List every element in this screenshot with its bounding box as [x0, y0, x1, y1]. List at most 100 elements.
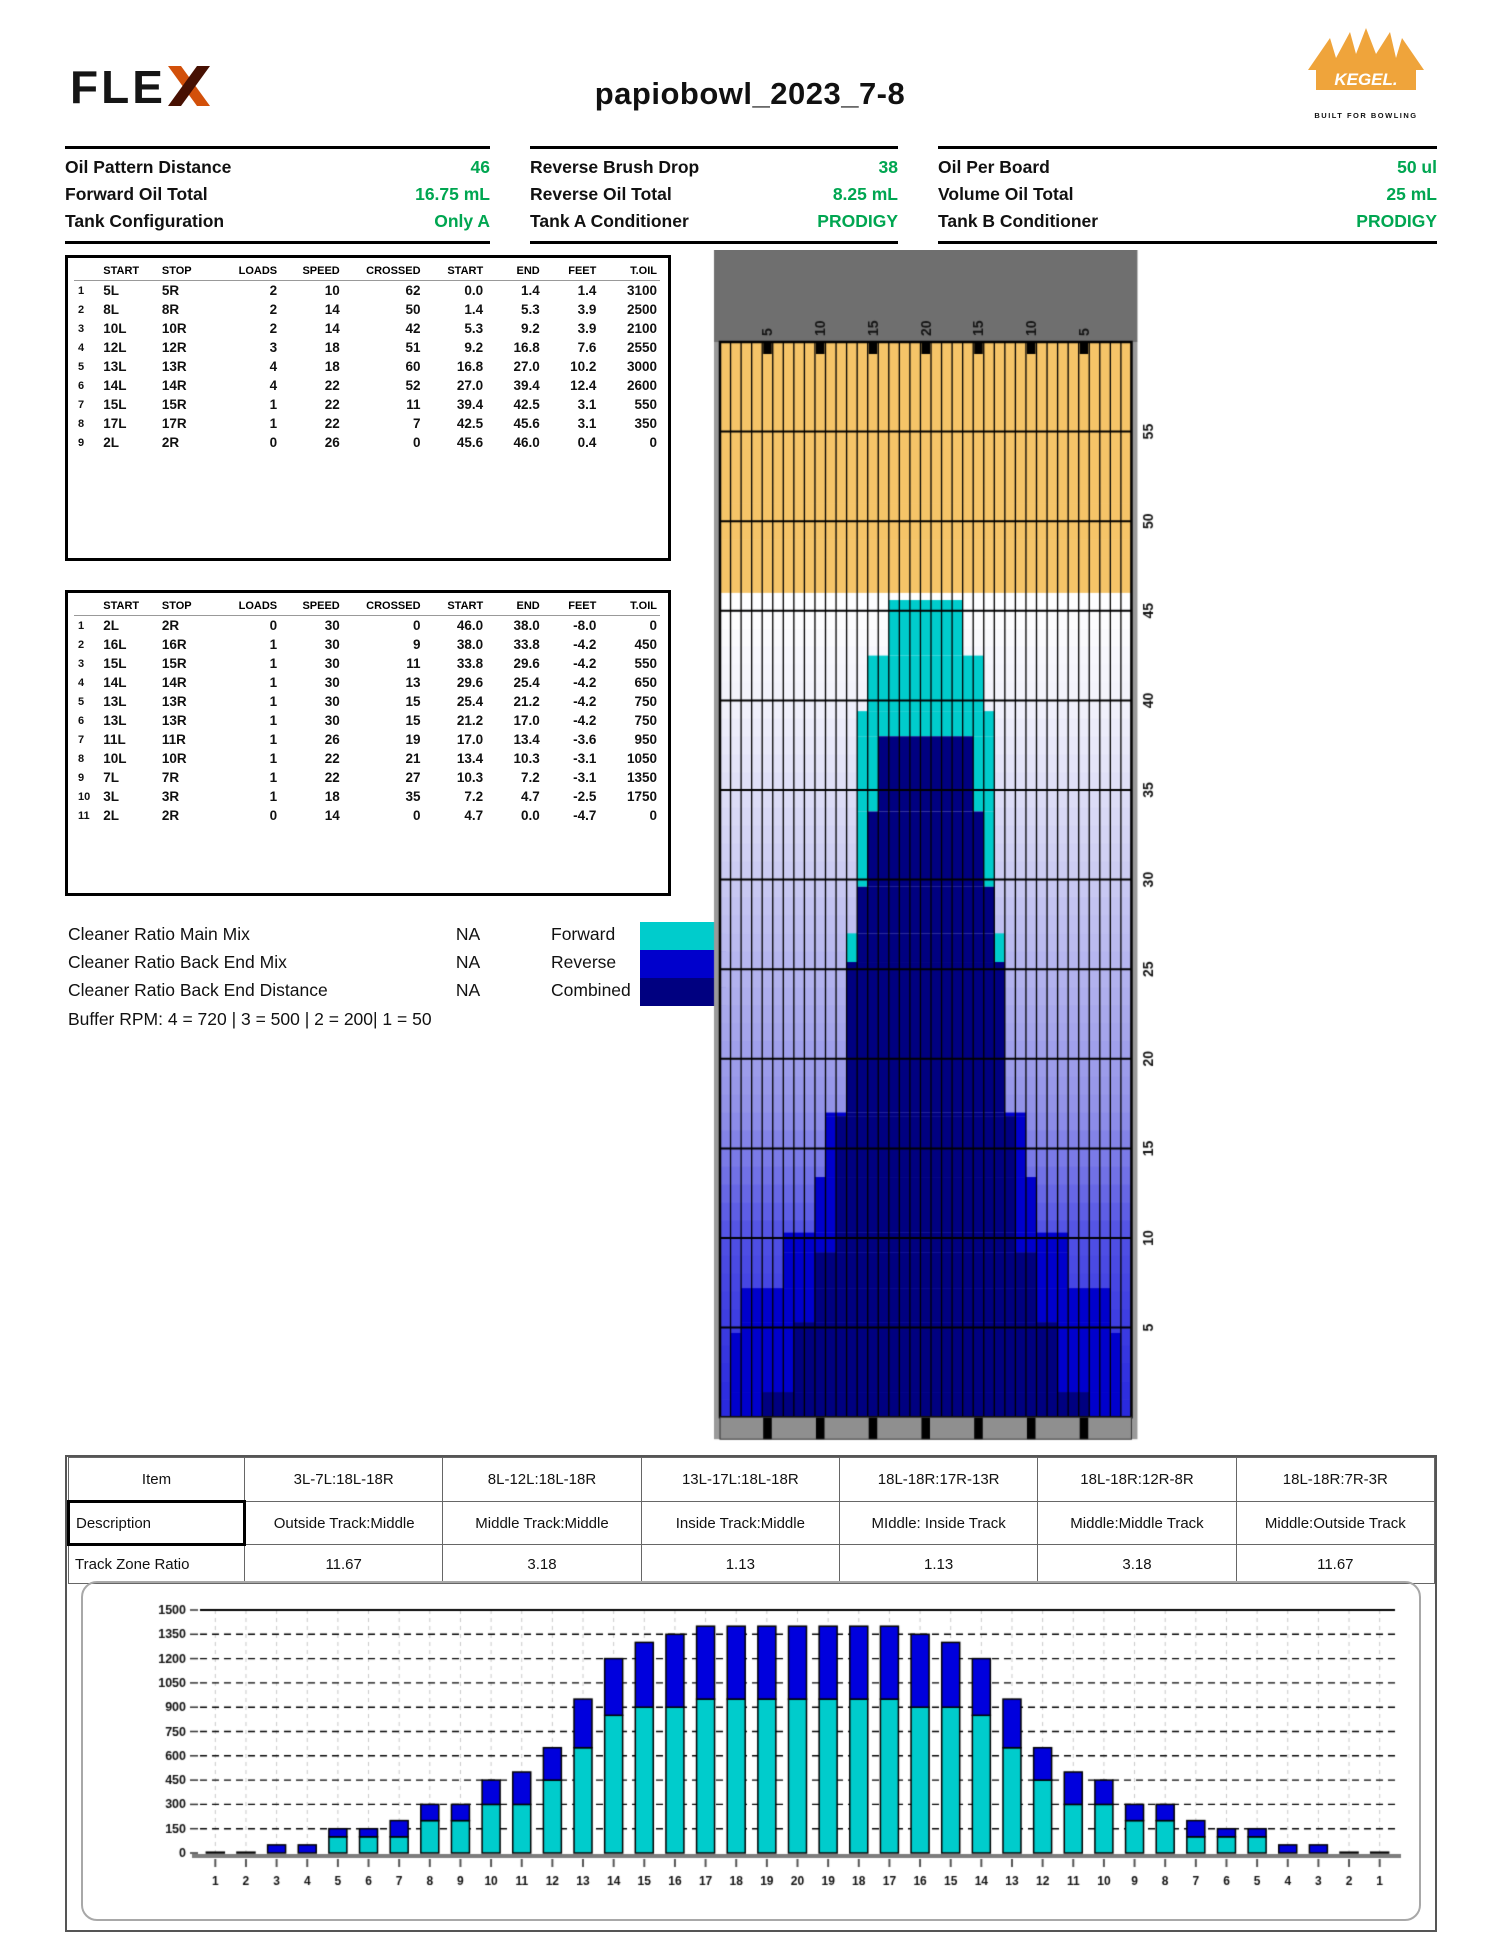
table-cell: 6 — [78, 714, 85, 727]
table-cell: 1 — [269, 789, 278, 804]
table-cell: 0 — [649, 808, 657, 823]
reverse-pass-table: START STOP LOADS SPEED CROSSED START END FEET T.… — [74, 599, 660, 825]
table-cell: 25.4 — [456, 694, 484, 709]
info-row: Tank B Conditioner PRODIGY — [938, 208, 1437, 235]
table-cell: 7R — [161, 770, 180, 785]
table-cell: 51 — [405, 340, 421, 355]
item-row: Item 3L-7L:18L-18R 8L-12L:18L-18R 13L-17L:1… — [68, 1457, 1436, 1502]
table-cell: 8R — [161, 302, 180, 317]
info-value: 50 ul — [1397, 157, 1437, 177]
info-row: Reverse Brush Drop 38 — [530, 154, 898, 181]
table-row: 3 15L 15R 1 30 11 33.8 29.6 -4.2 550 — [74, 654, 660, 673]
table-cell: 3 — [78, 657, 85, 670]
cleaner-label: Cleaner Ratio Main Mix — [68, 923, 250, 944]
table-cell: 8 — [78, 417, 85, 430]
table-cell: -3.1 — [573, 770, 597, 785]
description-cell: Middle Track:Middle — [442, 1501, 642, 1545]
table-cell: 30 — [324, 694, 340, 709]
table-cell: 1750 — [626, 789, 657, 804]
table-cell: 5.3 — [520, 302, 540, 317]
table-cell: 10 — [78, 790, 91, 803]
table-cell: 5.3 — [464, 321, 484, 336]
table-cell: 2 — [269, 283, 278, 298]
table-cell: 7 — [78, 733, 85, 746]
table-cell: 16R — [161, 637, 187, 652]
table-row: 1 5L 5R 2 10 62 0.0 1.4 1.4 3100 — [74, 281, 660, 301]
table-cell: 42.5 — [456, 416, 484, 431]
table-cell: 60 — [405, 359, 421, 374]
table-cell: 18 — [324, 789, 340, 804]
table-row: 8 17L 17R 1 22 7 42.5 45.6 3.1 350 — [74, 414, 660, 433]
table-cell: 13.4 — [513, 732, 540, 747]
table-cell: 0 — [269, 808, 278, 823]
table-cell: 11 — [78, 809, 90, 822]
info-value: 46 — [470, 157, 490, 177]
column-header: SPEED — [280, 599, 343, 616]
table-cell: 10.3 — [513, 751, 540, 766]
table-row: 2 16L 16R 1 30 9 38.0 33.8 -4.2 450 — [74, 635, 660, 654]
info-value: 16.75 mL — [415, 184, 490, 204]
info-row: Forward Oil Total 16.75 mL — [65, 181, 490, 208]
table-cell: 1 — [269, 656, 278, 671]
table-cell: 1 — [269, 713, 278, 728]
table-cell: 2 — [269, 302, 278, 317]
table-cell: 42 — [405, 321, 421, 336]
table-cell: 3000 — [626, 359, 657, 374]
column-header: SPEED — [280, 264, 343, 281]
table-cell: 7 — [413, 416, 421, 431]
table-cell: 4 — [269, 378, 278, 393]
info-row: Volume Oil Total 25 mL — [938, 181, 1437, 208]
table-row: 7 15L 15R 1 22 11 39.4 42.5 3.1 550 — [74, 395, 660, 414]
table-cell: 10 — [324, 283, 340, 298]
ratio-cell: 11.67 — [243, 1544, 444, 1584]
table-cell: 15R — [161, 397, 187, 412]
table-cell: 3.1 — [577, 416, 597, 431]
table-cell: 950 — [634, 732, 657, 747]
table-cell: 62 — [405, 283, 421, 298]
info-row: Oil Pattern Distance 46 — [65, 154, 490, 181]
table-cell: 12.4 — [570, 378, 597, 393]
kegel-logo: KEGEL. BUILT FOR BOWLING — [1296, 26, 1436, 120]
table-cell: 14 — [324, 321, 340, 336]
table-cell: 13R — [161, 694, 187, 709]
ratio-cell: 3.18 — [1037, 1544, 1237, 1584]
info-value: PRODIGY — [1356, 211, 1437, 231]
table-cell: 45.6 — [513, 416, 540, 431]
table-cell: 1.4 — [577, 283, 597, 298]
reverse-swatch — [640, 950, 726, 978]
table-cell: 15 — [405, 694, 421, 709]
table-cell: 17.0 — [456, 732, 484, 747]
info-row: Oil Per Board 50 ul — [938, 154, 1437, 181]
table-cell: 2550 — [626, 340, 657, 355]
table-cell: 5 — [78, 360, 85, 373]
info-column-2: Reverse Brush Drop 38 Reverse Oil Total … — [530, 146, 898, 244]
oil-per-board-bar-chart — [85, 1585, 1415, 1915]
table-cell: 29.6 — [513, 656, 540, 671]
table-cell: 4 — [78, 676, 85, 689]
column-header: END — [486, 599, 543, 616]
table-cell: 26 — [324, 732, 340, 747]
table-cell: 10R — [161, 751, 187, 766]
table-cell: 11L — [103, 732, 126, 747]
item-cell: 3L-7L:18L-18R — [243, 1457, 444, 1502]
table-cell: 1 — [78, 619, 85, 632]
table-cell: 30 — [324, 637, 340, 652]
table-cell: 1 — [78, 284, 85, 297]
table-cell: 750 — [634, 713, 657, 728]
table-cell: -4.2 — [573, 694, 597, 709]
description-cell: Middle:Outside Track — [1235, 1501, 1436, 1545]
table-cell: 22 — [324, 397, 340, 412]
table-cell: 1 — [269, 732, 278, 747]
legend-label-forward: Forward — [551, 923, 616, 944]
table-cell: 4.7 — [464, 808, 484, 823]
table-cell: 5 — [78, 695, 85, 708]
table-cell: -8.0 — [573, 618, 597, 633]
table-cell: 2600 — [626, 378, 657, 393]
table-cell: 450 — [634, 637, 657, 652]
table-cell: 9 — [78, 436, 85, 449]
table-cell: 52 — [405, 378, 421, 393]
table-cell: 3100 — [626, 283, 657, 298]
table-cell: 2500 — [626, 302, 657, 317]
table-cell: 19 — [405, 732, 421, 747]
